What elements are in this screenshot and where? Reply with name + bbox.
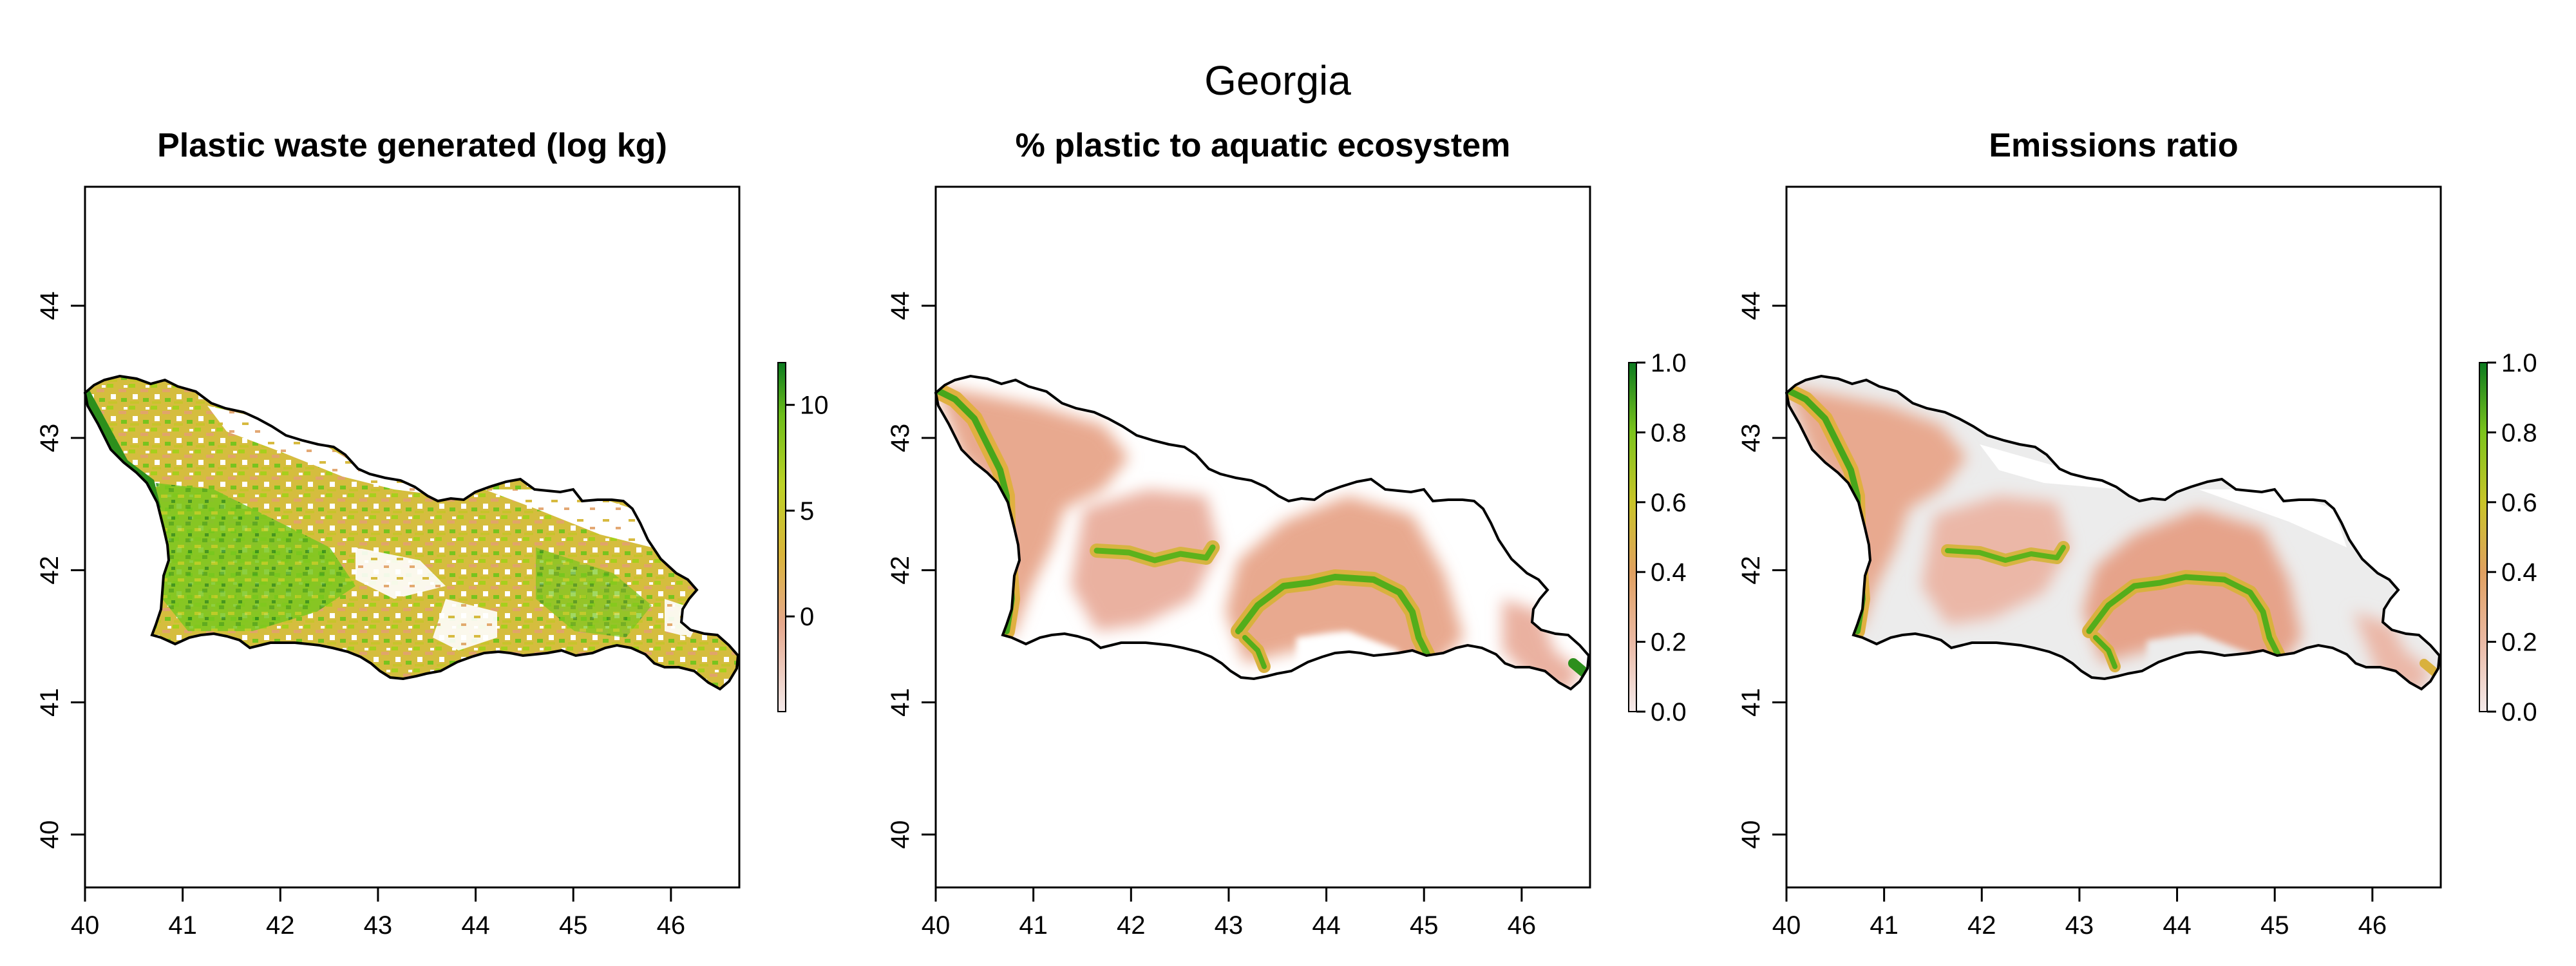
x-tick-label: 41 — [1870, 911, 1899, 940]
panel-1-title: Plastic waste generated (log kg) — [157, 127, 667, 164]
x-tick-label: 42 — [266, 911, 295, 940]
x-tick-label: 43 — [364, 911, 393, 940]
panel-2 — [934, 185, 1591, 889]
colorbar-tick-label: 1.0 — [2501, 349, 2537, 377]
figure-title: Georgia — [1204, 57, 1351, 104]
y-tick-label: 44 — [886, 292, 914, 321]
colorbar-tick-label: 0.6 — [2501, 489, 2537, 517]
axes-layer: 40 41 42 43 44 45 46 40 41 42 43 44 40 41 42 43 44 45 46 40… — [35, 292, 2387, 940]
y-tick-label: 44 — [1737, 292, 1765, 321]
colorbar-tick-label: 1.0 — [1651, 349, 1687, 377]
colorbar-tick-label: 0.4 — [1651, 558, 1687, 587]
x-tick-label: 42 — [1967, 911, 1996, 940]
x-tick-label: 46 — [1508, 911, 1537, 940]
colorbar-tick-label: 0.4 — [2501, 558, 2537, 587]
colorbar-tick-label: 0.8 — [2501, 419, 2537, 447]
y-tick-label: 40 — [886, 820, 914, 849]
y-tick-label: 40 — [35, 820, 64, 849]
x-tick-label: 46 — [2358, 911, 2387, 940]
colorbar-tick-label: 0.0 — [2501, 698, 2537, 726]
x-tick-label: 41 — [1019, 911, 1048, 940]
y-tick-label: 42 — [886, 556, 914, 585]
x-tick-label: 41 — [168, 911, 197, 940]
y-tick-label: 41 — [886, 688, 914, 717]
colorbar-tick-label: 0.2 — [1651, 629, 1687, 657]
panel-1 — [84, 185, 741, 889]
y-tick-label: 43 — [35, 424, 64, 453]
x-tick-label: 44 — [2163, 911, 2192, 940]
colorbar-tick-label: 0.0 — [1651, 698, 1687, 726]
x-tick-label: 45 — [559, 911, 588, 940]
y-tick-label: 44 — [35, 292, 64, 321]
x-tick-label: 42 — [1117, 911, 1146, 940]
colorbar-tick-label: 5 — [800, 497, 814, 526]
colorbar-tick-label: 0 — [800, 603, 814, 631]
panel-2-raster — [936, 381, 1589, 689]
colorbar-tick-label: 0.6 — [1651, 489, 1687, 517]
colorbar-1 — [777, 362, 786, 712]
y-tick-label: 42 — [35, 556, 64, 585]
colorbar-tick-label: 10 — [800, 392, 829, 420]
panel-3 — [1785, 185, 2442, 889]
x-tick-label: 43 — [2065, 911, 2094, 940]
plot-frame — [934, 185, 1591, 889]
panel-2-title: % plastic to aquatic ecosystem — [1015, 127, 1511, 164]
y-tick-label: 42 — [1737, 556, 1765, 585]
y-tick-label: 41 — [35, 688, 64, 717]
x-tick-label: 43 — [1215, 911, 1244, 940]
legend-layer: 0 5 10 0.0 0.2 0.4 0.6 0.8 1.0 0.0 0.2 0.4 0.6 0.8 1.0 — [777, 349, 2537, 726]
colorbar-tick-label: 0.8 — [1651, 419, 1687, 447]
y-tick-label: 43 — [1737, 424, 1765, 453]
colorbar-tick-label: 0.2 — [2501, 629, 2537, 657]
colorbar-2 — [1628, 362, 1637, 712]
plot-frame — [84, 185, 741, 889]
x-tick-label: 40 — [1772, 911, 1801, 940]
x-tick-label: 46 — [657, 911, 686, 940]
x-tick-label: 45 — [1410, 911, 1439, 940]
x-tick-label: 44 — [461, 911, 490, 940]
colorbar-3 — [2479, 362, 2488, 712]
x-tick-label: 45 — [2260, 911, 2289, 940]
x-tick-label: 44 — [1312, 911, 1341, 940]
y-tick-label: 40 — [1737, 820, 1765, 849]
x-tick-label: 40 — [71, 911, 100, 940]
y-tick-label: 43 — [886, 424, 914, 453]
x-tick-label: 40 — [922, 911, 951, 940]
plot-frame — [1785, 185, 2442, 889]
y-tick-label: 41 — [1737, 688, 1765, 717]
panel-3-title: Emissions ratio — [1989, 127, 2239, 164]
